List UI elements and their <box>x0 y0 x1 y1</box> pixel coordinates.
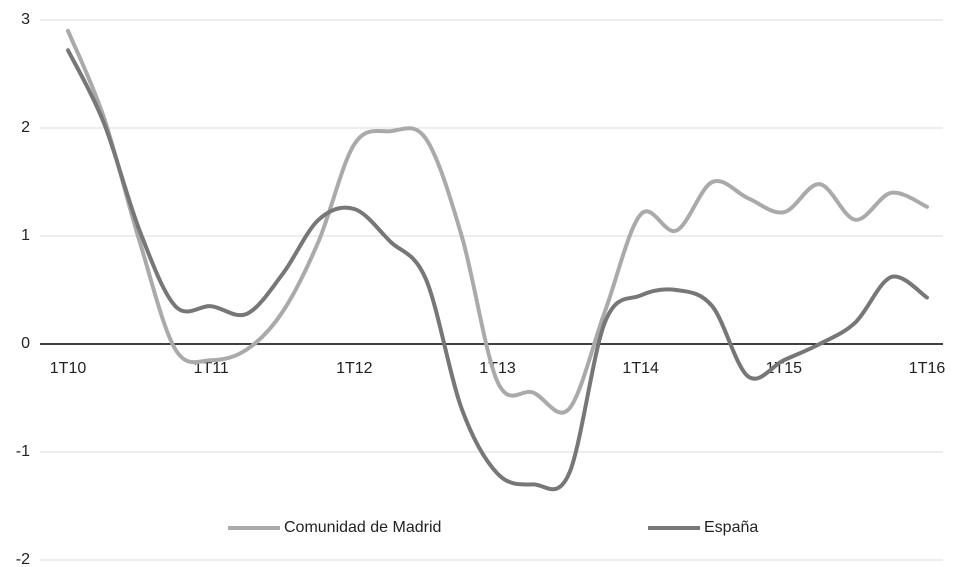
series-line <box>66 28 929 415</box>
x-tick-label: 1T11 <box>194 360 229 377</box>
y-tick-label: -2 <box>16 551 30 567</box>
legend-label: España <box>704 519 758 536</box>
y-tick-label: 1 <box>21 227 30 244</box>
x-tick-label: 1T14 <box>622 360 659 377</box>
x-tick-label: 1T13 <box>479 360 516 377</box>
series-line <box>66 48 929 492</box>
y-tick-label: -1 <box>16 443 30 460</box>
x-tick-label: 1T10 <box>50 360 87 377</box>
x-tick-label: 1T12 <box>336 360 373 377</box>
y-tick-label: 3 <box>21 11 30 28</box>
legend-label: Comunidad de Madrid <box>284 519 441 536</box>
x-tick-label: 1T16 <box>909 360 946 377</box>
y-tick-label: 2 <box>21 119 30 136</box>
y-tick-label: 0 <box>21 335 30 352</box>
